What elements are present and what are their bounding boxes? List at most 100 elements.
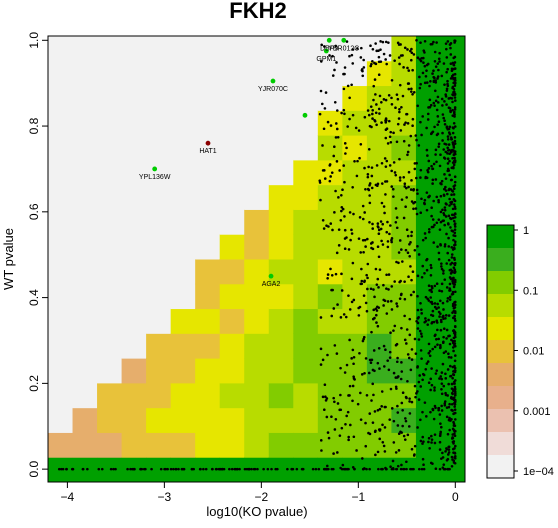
- gene-point: [394, 173, 398, 177]
- gene-point: [453, 452, 457, 455]
- gene-point: [453, 175, 457, 178]
- gene-point: [407, 82, 411, 85]
- gene-point: [448, 268, 452, 272]
- gene-point: [372, 393, 375, 397]
- heatmap-cell: [244, 135, 270, 161]
- gene-point: [410, 234, 413, 238]
- gene-point: [451, 131, 455, 135]
- gene-point: [452, 90, 455, 94]
- gene-point: [378, 367, 381, 370]
- gene-point: [253, 467, 257, 471]
- gene-point: [358, 156, 361, 160]
- heatmap-cell: [219, 110, 245, 136]
- heatmap-cell: [121, 432, 147, 458]
- gene-point: [385, 230, 389, 234]
- gene-point: [453, 61, 457, 64]
- gene-point: [388, 135, 392, 139]
- gene-point: [322, 169, 326, 172]
- gene-point: [325, 224, 328, 227]
- gene-point: [453, 67, 457, 70]
- gene-point: [379, 40, 382, 43]
- gene-point: [317, 467, 321, 471]
- gene-point: [450, 74, 454, 78]
- gene-point: [378, 428, 381, 431]
- heatmap-cell: [293, 36, 319, 62]
- heatmap-cell: [97, 457, 123, 483]
- gene-point: [403, 46, 407, 50]
- gene-point: [182, 467, 186, 471]
- gene-point: [319, 347, 323, 351]
- gene-point: [368, 432, 372, 436]
- heatmap-cell: [219, 407, 245, 433]
- heatmap-cell: [146, 184, 172, 210]
- heatmap-cell: [317, 209, 343, 235]
- gene-point: [442, 384, 446, 388]
- gene-point: [441, 131, 444, 135]
- gene-point: [453, 156, 456, 160]
- gene-point: [349, 238, 352, 242]
- gene-point: [376, 277, 380, 281]
- gene-point: [330, 314, 334, 318]
- gene-point: [378, 268, 382, 271]
- gene-point: [426, 112, 430, 116]
- gene-point: [412, 207, 415, 211]
- gene-point: [439, 432, 442, 436]
- gene-point: [377, 60, 381, 64]
- gene-point: [371, 227, 375, 230]
- gene-point: [384, 58, 387, 61]
- gene-point: [419, 418, 422, 422]
- gene-point: [453, 364, 456, 368]
- gene-point: [449, 374, 452, 378]
- gene-point: [410, 358, 414, 361]
- gene-point: [434, 81, 438, 84]
- gene-point: [453, 354, 457, 357]
- gene-point: [166, 467, 169, 471]
- gene-point: [377, 73, 381, 77]
- gene-point: [390, 96, 393, 100]
- gene-point: [448, 295, 452, 299]
- gene-point: [380, 182, 384, 185]
- gene-point: [451, 114, 455, 117]
- gene-point: [356, 159, 359, 163]
- gene-point: [439, 210, 443, 214]
- gene-point: [410, 467, 414, 471]
- y-axis-label: WT pvalue: [1, 228, 16, 290]
- gene-point: [405, 328, 409, 331]
- gene-point: [425, 148, 429, 152]
- gene-point: [435, 221, 439, 225]
- gene-point: [435, 133, 439, 137]
- legend-swatch: [487, 248, 514, 260]
- heatmap-cell: [146, 159, 172, 186]
- gene-point: [453, 300, 457, 304]
- gene-point: [444, 95, 448, 98]
- heatmap-cell: [268, 234, 294, 260]
- gene-point: [444, 372, 447, 376]
- heatmap-cell: [146, 358, 172, 384]
- heatmap-cell: [48, 60, 74, 87]
- gene-point: [418, 467, 421, 471]
- legend-label: 0.1: [523, 285, 538, 297]
- gene-point: [328, 164, 332, 167]
- gene-point: [450, 395, 453, 399]
- gene-point: [446, 146, 450, 150]
- gene-point: [451, 302, 455, 306]
- gene-point: [386, 245, 390, 249]
- gene-point: [395, 260, 398, 264]
- gene-point: [342, 313, 346, 316]
- gene-point: [410, 90, 413, 93]
- gene-point: [394, 221, 398, 224]
- gene-point: [109, 467, 113, 471]
- heatmap-cell: [195, 85, 221, 111]
- gene-point: [150, 467, 153, 471]
- gene-point: [447, 236, 450, 240]
- gene-point: [345, 236, 348, 239]
- gene-point: [311, 467, 315, 471]
- gene-point: [374, 42, 377, 45]
- gene-point: [410, 447, 414, 451]
- gene-point: [384, 193, 387, 196]
- heatmap-cell: [342, 60, 368, 87]
- gene-point: [389, 465, 392, 469]
- gene-point: [360, 267, 363, 271]
- gene-point: [390, 169, 393, 173]
- gene-point: [406, 66, 409, 70]
